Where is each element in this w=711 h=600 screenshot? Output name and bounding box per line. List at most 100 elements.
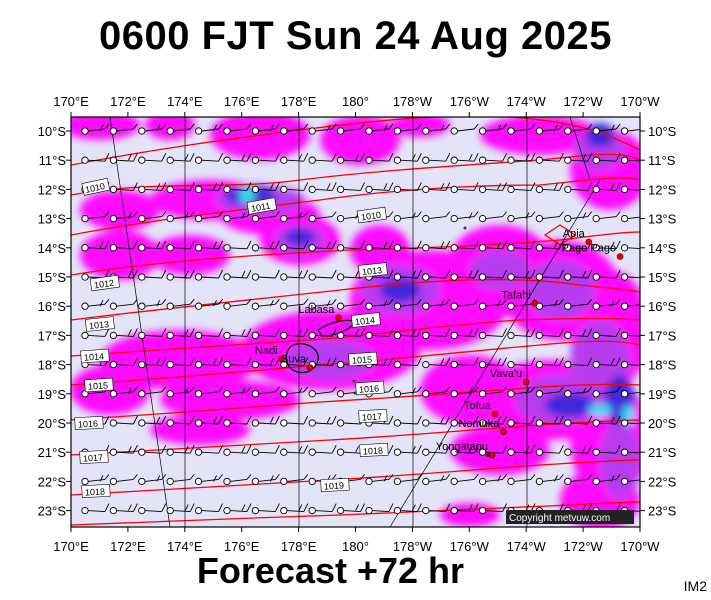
wind-barb	[109, 182, 138, 194]
wind-barb	[81, 298, 110, 310]
wind-barb	[592, 444, 621, 456]
longitude-tick-label: 176°W	[450, 94, 490, 109]
latitude-tick-label: 15°S	[648, 270, 677, 285]
wind-barb	[280, 211, 309, 223]
wind-barb	[223, 357, 252, 369]
wind-barb	[507, 123, 536, 135]
wind-barb	[422, 328, 451, 340]
wind-barb	[450, 357, 479, 369]
wind-barb	[166, 211, 195, 223]
wind-barb	[535, 240, 564, 252]
longitude-tick-label: 174°E	[167, 539, 203, 554]
wind-barb	[109, 152, 138, 164]
place-marker	[522, 378, 530, 386]
wind-barb	[109, 444, 138, 456]
latitude-tick-label: 11°S	[39, 153, 67, 168]
wind-barb	[109, 415, 138, 427]
latitude-tick-label: 16°S	[38, 299, 67, 314]
wind-barb	[478, 152, 508, 164]
place-label: Pago Pago	[562, 243, 616, 255]
wind-barb	[450, 240, 479, 252]
place-marker	[585, 238, 593, 246]
place-marker	[335, 314, 342, 322]
wind-barb	[194, 503, 224, 515]
wind-barb	[166, 444, 195, 456]
wind-barb	[166, 357, 195, 369]
wind-barb	[138, 474, 167, 486]
latitude-tick-label: 11°S	[648, 153, 676, 168]
wind-barb	[478, 123, 507, 135]
latitude-labels-right: 10°S 11°S 12°S 13°S 14°S 15°S 16°S 17°S 18°S 19°S…	[640, 124, 677, 519]
wind-barb	[166, 503, 195, 515]
wind-barb	[393, 211, 422, 223]
wind-barb	[308, 386, 337, 398]
isobar-label: 1010	[84, 181, 106, 195]
wind-barb	[251, 269, 280, 281]
wind-barb	[194, 386, 223, 398]
latitude-tick-label: 18°S	[38, 358, 67, 373]
wind-barb	[109, 240, 138, 252]
wind-barb	[336, 240, 366, 252]
wind-barb	[81, 211, 110, 223]
wind-barb	[251, 503, 280, 515]
wind-barb	[109, 211, 138, 223]
wind-barb	[620, 185, 640, 194]
place-label: Apia	[563, 228, 586, 240]
longitude-tick-label: 172°W	[564, 539, 604, 554]
wind-barb	[194, 328, 224, 340]
wind-barb	[138, 240, 167, 252]
wind-barb	[592, 182, 621, 194]
wind-barb	[393, 444, 422, 456]
wind-barb	[194, 182, 224, 194]
wind-barb	[620, 273, 640, 281]
wind-barb	[365, 503, 394, 515]
wind-barb	[535, 415, 564, 427]
longitude-tick-label: 176°E	[224, 539, 260, 554]
wind-barb	[564, 357, 593, 369]
wind-barb	[393, 474, 422, 486]
wind-barb	[592, 211, 621, 223]
wind-barb	[138, 182, 167, 194]
place-label: Nomuka	[458, 418, 500, 430]
longitude-tick-label: 176°W	[450, 539, 490, 554]
place-nomuka: Nomuka	[458, 418, 507, 436]
wind-barb	[620, 331, 640, 340]
wind-barb	[422, 240, 451, 252]
wind-barb	[620, 390, 640, 398]
wind-barb	[365, 328, 394, 340]
wind-barb	[393, 503, 422, 515]
longitude-tick-label: 174°W	[507, 94, 547, 109]
latitude-tick-label: 21°S	[38, 445, 67, 460]
wind-barb	[393, 182, 422, 194]
wind-barb	[620, 360, 640, 369]
wind-barb	[592, 386, 621, 398]
wind-barb	[223, 123, 252, 135]
wind-barb	[620, 302, 640, 310]
wind-barb	[535, 123, 564, 135]
wind-barb	[393, 269, 422, 281]
isobar-label: 1010	[360, 210, 381, 223]
longitude-tick-label: 170°W	[620, 94, 660, 109]
wind-barb	[280, 123, 309, 135]
wind-barb	[535, 386, 564, 398]
latitude-tick-label: 21°S	[648, 445, 677, 460]
wind-barb	[507, 444, 536, 456]
longitude-tick-label: 178°E	[281, 539, 317, 554]
wind-barb	[280, 298, 309, 310]
wind-barb	[223, 328, 252, 340]
wind-barb	[365, 474, 394, 486]
wind-barb	[109, 123, 138, 135]
map-title: 0600 FJT Sun 24 Aug 2025	[99, 14, 612, 58]
wind-barb	[422, 211, 451, 223]
latitude-tick-label: 22°S	[648, 474, 677, 489]
grid-lines	[109, 117, 601, 527]
wind-barb	[308, 444, 337, 456]
wind-barb	[251, 182, 280, 194]
wind-barb	[450, 298, 479, 310]
wind-barb	[109, 328, 138, 340]
wind-barb	[592, 269, 621, 281]
wind-barb	[422, 152, 451, 164]
wind-barb	[592, 328, 621, 340]
longitude-tick-label: 178°W	[393, 94, 433, 109]
